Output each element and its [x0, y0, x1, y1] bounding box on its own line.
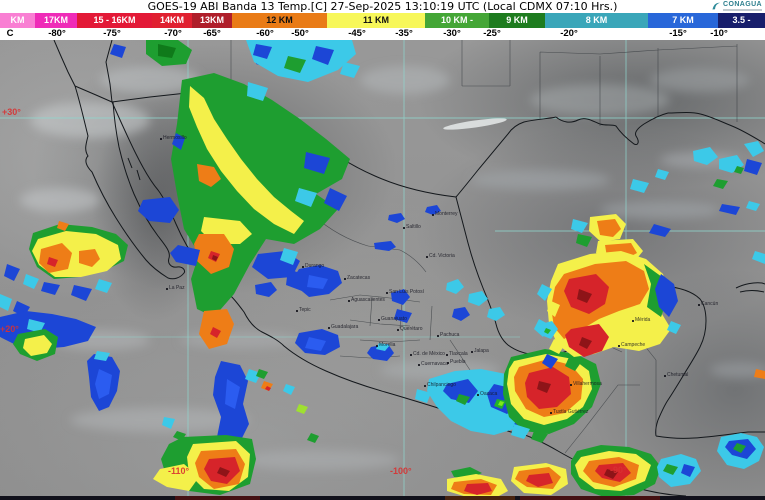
- temp-tick: -20°: [560, 28, 578, 39]
- city-label: Tlaxcala: [446, 352, 468, 357]
- city-label: Chetumal: [664, 373, 688, 378]
- city-label: Hermosillo: [160, 136, 187, 141]
- conagua-swoosh-icon: [712, 2, 721, 10]
- city-label: Campeche: [618, 343, 645, 348]
- bottom-bar-storm-spot: [445, 496, 515, 500]
- colorbar-segment: 8 KM: [545, 13, 648, 28]
- city-label: Chilpancingo: [424, 383, 456, 388]
- city-label: Durango: [302, 264, 324, 269]
- bottom-bar-storm-spot: [175, 496, 260, 500]
- conagua-logo-text: CONAGUA: [723, 1, 762, 8]
- city-label: Guanajuato: [378, 317, 407, 322]
- map-graphics: [0, 40, 765, 496]
- city-label: Pachuca: [437, 333, 459, 338]
- coastlines: [53, 40, 765, 496]
- colorbar-segment: 14KM: [152, 13, 192, 28]
- city-label: Guadalajara: [328, 325, 358, 330]
- enhanced-clouds: [0, 40, 765, 496]
- temp-tick: -60°: [256, 28, 274, 39]
- temp-tick: -65°: [203, 28, 221, 39]
- city-label: Aguascalientes: [348, 298, 385, 303]
- colorbar-segment: 9 KM: [489, 13, 545, 28]
- colorbar-segment: 13KM: [192, 13, 232, 28]
- grid-label: -110°: [168, 466, 190, 476]
- city-label: Morelia: [376, 343, 395, 348]
- colorbar-segment: 11 KM: [327, 13, 425, 28]
- city-label: Cuernavaca: [418, 362, 448, 367]
- colorbar-segment: 17KM: [35, 13, 77, 28]
- temp-tick: -45°: [348, 28, 366, 39]
- city-label: Tuxtla Gutiérrez: [550, 410, 588, 415]
- temp-tick: -25°: [483, 28, 501, 39]
- city-label: Puebla: [447, 360, 466, 365]
- temp-tick: -35°: [395, 28, 413, 39]
- colorbar-segment: 15 - 16KM: [77, 13, 152, 28]
- colorbar-segment: 7 KM: [648, 13, 718, 28]
- city-label: Mérida: [632, 318, 650, 323]
- temp-tick: -30°: [443, 28, 461, 39]
- header-bar: GOES-19 ABI Banda 13 Temp.[C] 27-Sep-202…: [0, 0, 765, 13]
- city-label: San Luis Potosí: [386, 290, 424, 295]
- temp-tick: -50°: [291, 28, 309, 39]
- city-label: La Paz: [166, 286, 185, 291]
- city-label: Querétaro: [397, 327, 423, 332]
- colorbar-segment: KM: [0, 13, 35, 28]
- grid-label: -90°: [610, 465, 627, 475]
- conagua-logo: CONAGUA: [711, 1, 762, 11]
- image-title: GOES-19 ABI Banda 13 Temp.[C] 27-Sep-202…: [147, 0, 618, 13]
- colorbar-segment: 10 KM -: [425, 13, 489, 28]
- city-label: Saltillo: [403, 225, 421, 230]
- city-label: Oaxaca: [477, 392, 497, 397]
- city-label: Cancún: [698, 302, 718, 307]
- temp-tick: -10°: [710, 28, 728, 39]
- temp-tick: -70°: [164, 28, 182, 39]
- city-label: Cd. Victoria: [426, 254, 455, 259]
- city-label: Zacatecas: [344, 276, 370, 281]
- grid-label: -100°: [390, 466, 412, 476]
- temp-tick: -80°: [48, 28, 66, 39]
- city-label: Monterrey: [432, 212, 458, 217]
- temp-tick: -15°: [669, 28, 687, 39]
- temp-tick: -75°: [103, 28, 121, 39]
- city-label: Tepic: [296, 308, 311, 313]
- colorbar-segment: 12 KM: [232, 13, 327, 28]
- bottom-edge-bar: [0, 496, 765, 500]
- colorbar: KM 17KM 15 - 16KM 14KM 13KM 12 KM 11 KM 10 KM -…: [0, 13, 765, 28]
- city-label: Jalapa: [471, 349, 489, 354]
- conagua-logo-subline: [723, 9, 762, 11]
- grid-label: +30°: [2, 107, 21, 117]
- city-label: Villahermosa: [570, 382, 602, 387]
- temp-tick: C: [6, 28, 14, 39]
- bottom-bar-storm-spot: [520, 496, 660, 500]
- satellite-map: Hermosillo Monterrey Saltillo Cd. Victoria D…: [0, 40, 765, 496]
- colorbar-segment: 3.5 -: [718, 13, 765, 28]
- city-label: Cd. de México: [410, 352, 445, 357]
- grid-label: +20°: [0, 324, 19, 334]
